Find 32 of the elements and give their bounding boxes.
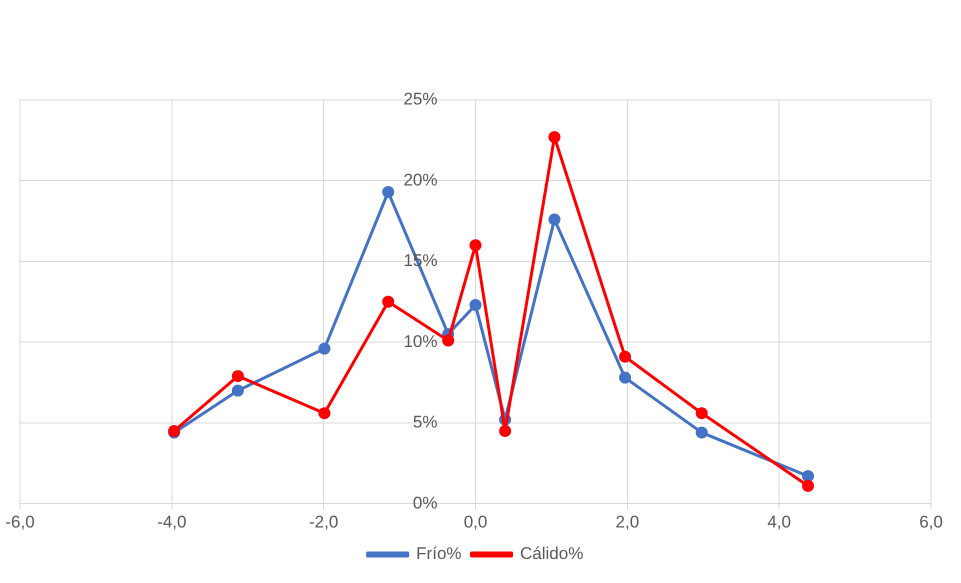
point: [619, 372, 632, 384]
x-tick-label: -2,0: [309, 512, 338, 532]
x-tick-label: -6,0: [5, 512, 35, 532]
point: [382, 296, 394, 308]
point: [499, 424, 512, 437]
point: [548, 131, 560, 144]
y-tick-label: 0%: [412, 493, 438, 512]
point: [696, 426, 708, 439]
x-tick-label: 2,0: [616, 512, 640, 532]
y-tick-label: 10%: [403, 332, 438, 351]
point: [802, 470, 814, 482]
point: [232, 370, 244, 382]
point: [318, 407, 330, 420]
x-tick-label: -4,0: [157, 512, 186, 532]
y-tick-label: 25%: [403, 90, 438, 109]
legend-label: Frío%: [416, 544, 462, 564]
point: [232, 384, 244, 397]
point: [619, 350, 632, 363]
legend-label: Cálido%: [520, 544, 584, 564]
point: [470, 239, 482, 252]
y-tick-label: 5%: [412, 412, 438, 432]
point: [802, 480, 814, 492]
point: [382, 186, 394, 198]
x-tick-label: 6,0: [919, 512, 943, 532]
y-tick-label: 20%: [403, 170, 438, 190]
point: [696, 407, 708, 420]
point: [318, 342, 330, 355]
point: [548, 213, 560, 226]
x-tick-label: 4,0: [767, 512, 791, 532]
point: [470, 299, 482, 312]
point: [442, 334, 454, 347]
x-tick-label: 0,0: [464, 512, 488, 532]
